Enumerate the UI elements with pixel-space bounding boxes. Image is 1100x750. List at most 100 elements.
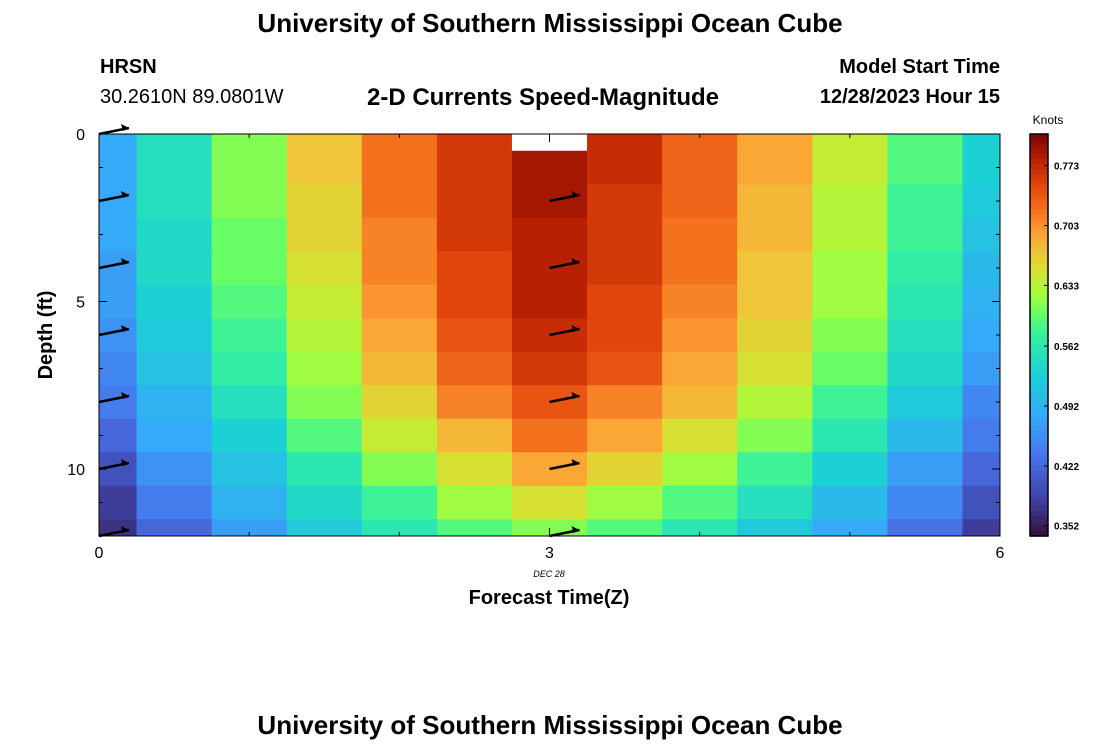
colorbar-segment	[1030, 229, 1048, 236]
heatmap-cell	[99, 318, 138, 353]
heatmap-cell	[286, 452, 363, 487]
colorbar-units-label: Knots	[1033, 113, 1064, 127]
heatmap-cell	[511, 150, 588, 185]
heatmap-cell	[99, 150, 138, 185]
colorbar-segment	[1030, 324, 1048, 331]
heatmap-cell	[211, 184, 288, 219]
heatmap-cell	[737, 351, 813, 386]
colorbar-segment	[1030, 445, 1048, 452]
colorbar-segment	[1030, 430, 1048, 437]
heatmap-cell	[136, 217, 213, 252]
heatmap-cell	[136, 284, 213, 319]
colorbar-segment	[1030, 380, 1048, 386]
heatmap-cell	[962, 318, 1001, 353]
heatmap-cell	[887, 385, 963, 420]
heatmap-cell	[136, 184, 213, 219]
heatmap-cell	[436, 318, 513, 353]
heatmap-cell	[361, 519, 438, 537]
heatmap-cell	[962, 184, 1001, 219]
heatmap-cell	[587, 184, 663, 219]
heatmap-cell	[436, 251, 513, 286]
heatmap-cell	[436, 385, 513, 420]
colorbar-segment	[1030, 234, 1048, 241]
heatmap-cell	[812, 134, 888, 152]
heatmap-cell	[286, 485, 363, 520]
y-tick-label: 0	[76, 127, 85, 144]
heatmap-cell	[361, 251, 438, 286]
colorbar-segment	[1030, 385, 1048, 391]
heatmap-cell	[136, 452, 213, 487]
colorbar-segment	[1030, 214, 1048, 221]
x-axis-date-label: DEC 28	[533, 569, 565, 579]
model-start-value: 12/28/2023 Hour 15	[819, 86, 1000, 108]
heatmap-cell	[887, 485, 963, 520]
heatmap-cell	[361, 418, 438, 453]
current-vector-arrow	[549, 526, 580, 538]
colorbar-segment	[1030, 164, 1048, 170]
heatmap-cell	[812, 418, 888, 453]
heatmap-cell	[361, 351, 438, 386]
heatmap-cell	[887, 284, 963, 319]
heatmap-cell	[737, 150, 813, 185]
heatmap-cell	[962, 519, 1001, 537]
heatmap-cell	[286, 318, 363, 353]
heatmap-cell	[662, 150, 738, 185]
colorbar-segment	[1030, 365, 1048, 371]
colorbar-segment	[1030, 375, 1048, 381]
colorbar-segment	[1030, 139, 1048, 145]
heatmap-cell	[587, 251, 663, 286]
colorbar-segment	[1030, 420, 1048, 427]
colorbar-segment	[1030, 455, 1048, 462]
heatmap-cell	[587, 485, 663, 520]
heatmap-cell	[887, 418, 963, 453]
heatmap-cell	[211, 318, 288, 353]
axes: 0 5 10 0 3 6	[67, 127, 1004, 562]
heatmap-cell	[662, 134, 738, 152]
colorbar-segment	[1030, 149, 1048, 155]
heatmap-cell	[136, 251, 213, 286]
colorbar-segment	[1030, 490, 1048, 497]
colorbar-segment	[1030, 340, 1048, 346]
page-title-repeat: University of Southern Mississippi Ocean…	[257, 710, 843, 740]
colorbar-segment	[1030, 505, 1048, 512]
colorbar-segment	[1030, 390, 1048, 396]
heatmap-cell	[962, 217, 1001, 252]
heatmap-cell	[286, 418, 363, 453]
heatmap-cell	[99, 418, 138, 453]
heatmap-cell	[662, 318, 738, 353]
colorbar-segment	[1030, 510, 1048, 517]
current-vector-arrow	[549, 459, 580, 471]
heatmap-cell	[812, 452, 888, 487]
heatmap-cell	[962, 251, 1001, 286]
heatmap-cell	[887, 150, 963, 185]
page-title: University of Southern Mississippi Ocean…	[257, 8, 843, 38]
colorbar-segment	[1030, 249, 1048, 256]
colorbar-segment	[1030, 465, 1048, 472]
heatmap-cell	[361, 184, 438, 219]
heatmap-cell	[286, 217, 363, 252]
colorbar-tick-label: 0.633	[1054, 281, 1079, 292]
colorbar-segment	[1030, 254, 1048, 261]
colorbar-segment	[1030, 259, 1048, 266]
heatmap-cell	[136, 351, 213, 386]
colorbar-segment	[1030, 314, 1048, 321]
colorbar-segment	[1030, 159, 1048, 165]
heatmap-cell	[361, 217, 438, 252]
heatmap-cell	[361, 134, 438, 152]
heatmap-cell	[286, 351, 363, 386]
heatmap-cells	[99, 134, 1001, 537]
colorbar-segment	[1030, 435, 1048, 442]
heatmap-cell	[511, 485, 588, 520]
heatmap-cell	[361, 284, 438, 319]
heatmap-cell	[136, 418, 213, 453]
heatmap-cell	[812, 284, 888, 319]
heatmap-cell	[662, 251, 738, 286]
heatmap-cell	[211, 150, 288, 185]
colorbar-segment	[1030, 289, 1048, 296]
heatmap-cell	[99, 134, 138, 152]
colorbar-segment	[1030, 405, 1048, 411]
current-vector-arrow	[98, 191, 130, 203]
colorbar-segment	[1030, 495, 1048, 502]
x-tick-label: 0	[95, 545, 104, 562]
